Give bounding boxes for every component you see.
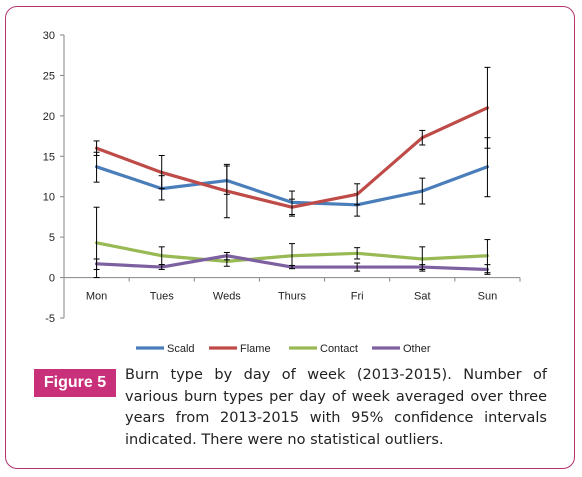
error-bar-other (93, 258, 100, 270)
error-bar-flame (419, 129, 426, 146)
series-other (93, 252, 491, 275)
y-tick-label: 10 (43, 192, 55, 204)
figure-frame (5, 6, 575, 469)
x-tick-label: Sat (414, 291, 431, 303)
y-tick-label: -5 (45, 313, 55, 325)
y-tick-label: 15 (43, 151, 55, 163)
error-bar-scald (419, 177, 426, 205)
y-tick-label: 5 (49, 232, 55, 244)
legend-item-flame: Flame (209, 343, 271, 355)
error-bar-flame (158, 154, 165, 190)
x-tick-label: Tues (150, 291, 175, 303)
x-tick-label: Mon (86, 291, 107, 303)
figure-caption: Burn type by day of week (2013-2015). Nu… (125, 367, 547, 448)
error-bar-flame (484, 66, 491, 149)
error-bar-flame (223, 163, 230, 219)
legend-label-scald: Scald (167, 343, 195, 355)
error-bar-other (484, 264, 491, 275)
error-bar-contact (354, 247, 361, 260)
x-tick-label: Sun (478, 291, 498, 303)
legend-item-contact: Contact (289, 343, 358, 355)
error-bar-other (158, 264, 165, 270)
error-bar-other (289, 264, 295, 270)
error-bar-flame (289, 198, 295, 217)
legend-label-other: Other (403, 343, 431, 355)
error-bar-other (223, 252, 230, 261)
y-tick-label: 25 (43, 70, 55, 82)
error-bar-other (419, 264, 426, 270)
legend-label-contact: Contact (320, 343, 358, 355)
figure-label: Figure 5 (34, 369, 116, 397)
series-flame (93, 66, 491, 219)
x-tick-label: Thurs (278, 291, 307, 303)
axes: -5 0 5 10 15 20 25 30 Mon Tues Weds Thurs Fri Sat Sun (43, 30, 521, 325)
x-tick-label: Weds (213, 291, 241, 303)
legend-item-other: Other (372, 343, 431, 355)
y-tick-label: 0 (49, 273, 55, 285)
y-tick-label: 20 (43, 111, 55, 123)
error-bar-other (354, 262, 361, 272)
legend-item-scald: Scald (136, 343, 195, 355)
x-tick-label: Fri (351, 291, 364, 303)
legend: Scald Flame Contact Other (136, 343, 431, 355)
series-group (93, 66, 491, 279)
y-tick-label: 30 (43, 30, 55, 42)
error-bar-flame (93, 140, 100, 156)
error-bar-flame (354, 183, 361, 206)
legend-label-flame: Flame (240, 343, 271, 355)
